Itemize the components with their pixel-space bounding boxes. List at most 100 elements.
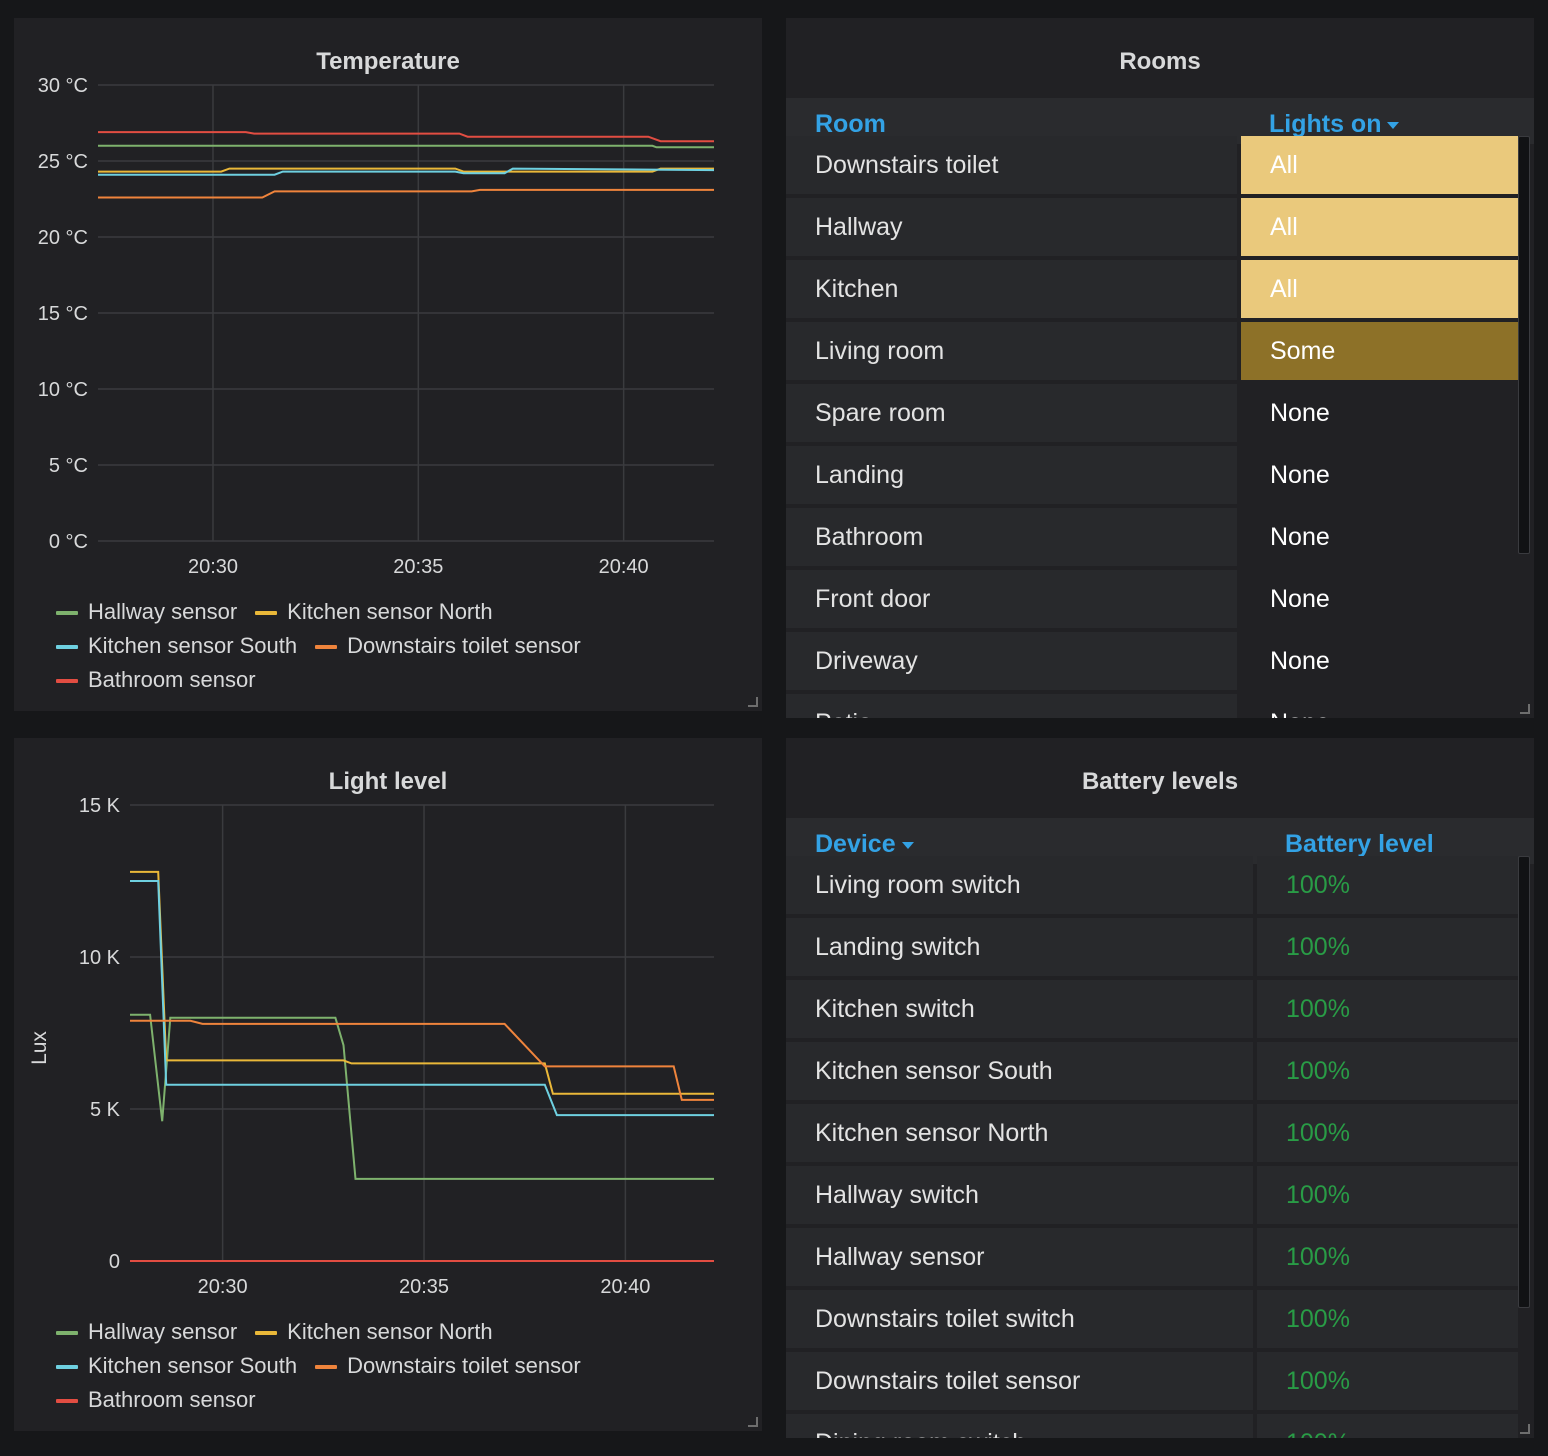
legend-row: Hallway sensor Kitchen sensor North [56,1315,599,1349]
table-row[interactable]: Downstairs toilet All [786,136,1518,194]
lights-on-cell: All [1241,198,1518,256]
column-header-lights-on[interactable]: Lights on [1269,110,1400,139]
legend-label: Kitchen sensor South [88,1353,298,1378]
legend-swatch-icon [315,645,338,650]
y-tick-label: 25 °C [38,151,88,173]
room-name-cell: Kitchen [786,260,1237,318]
legend-item[interactable]: Kitchen sensor South [56,1349,297,1383]
column-header-device[interactable]: Device [815,830,914,859]
series-line-kitchen-sensor-south[interactable] [98,167,715,176]
legend-item[interactable]: Hallway sensor [56,1315,237,1349]
table-row[interactable]: Landing switch 100% [786,918,1518,976]
resize-handle-icon[interactable] [748,697,758,707]
legend-swatch-icon [56,1399,78,1404]
series-line-downstairs-toilet-sensor[interactable] [130,1019,714,1101]
battery-level-cell: 100% [1257,1104,1518,1162]
table-row[interactable]: Hallway switch 100% [786,1166,1518,1224]
series-line-kitchen-sensor-north[interactable] [130,870,714,1095]
table-row[interactable]: Downstairs toilet switch 100% [786,1290,1518,1348]
series-line-kitchen-sensor-south[interactable] [130,880,714,1117]
resize-handle-icon[interactable] [1520,1424,1530,1434]
table-row[interactable]: Kitchen sensor South 100% [786,1042,1518,1100]
temperature-legend: Hallway sensor Kitchen sensor North Kitche… [56,595,599,697]
panel-title[interactable]: Light level [328,768,448,795]
battery-level-cell: 100% [1257,918,1518,976]
legend-label: Downstairs toilet sensor [347,633,581,658]
legend-item[interactable]: Bathroom sensor [56,663,256,697]
device-name-cell: Living room switch [786,856,1253,914]
room-name-cell: Patio [786,694,1237,718]
legend-item[interactable]: Kitchen sensor North [255,595,493,629]
resize-handle-icon[interactable] [748,1417,758,1427]
table-row[interactable]: Bathroom None [786,508,1518,566]
legend-item[interactable]: Kitchen sensor North [255,1315,493,1349]
series-line-downstairs-toilet-sensor[interactable] [98,188,714,199]
series-line-hallway-sensor[interactable] [98,144,714,149]
series-line-hallway-sensor[interactable] [130,1013,714,1180]
device-name-cell: Kitchen sensor South [786,1042,1253,1100]
rooms-panel: Rooms Room Lights on Downstairs toilet Al… [786,18,1534,718]
table-row[interactable]: PatioNone [786,694,1518,718]
table-row[interactable]: Living room switch 100% [786,856,1518,914]
light-level-panel: Light level 0 5 K 10 K 15 K 20:30 20:35 20:40 L… [14,738,762,1431]
table-row[interactable]: Hallway All [786,198,1518,256]
battery-level-cell: 100% [1257,1228,1518,1286]
legend-swatch-icon [255,611,278,616]
y-tick-label: 10 K [79,947,121,969]
y-tick-label: 0 [109,1251,120,1273]
rooms-table-body: Downstairs toilet All Hallway All Kitchen All… [786,136,1534,718]
scrollbar[interactable] [1518,136,1530,554]
y-tick-label: 0 °C [49,531,88,553]
resize-handle-icon[interactable] [1520,704,1530,714]
temperature-panel: Temperature 0 °C 5 °C 10 °C 15 °C 20 °C 25 °C… [14,18,762,711]
panel-title[interactable]: Battery levels [1081,768,1239,795]
battery-level-cell: 100% [1257,1290,1518,1348]
series-line-bathroom-sensor[interactable] [98,131,714,143]
sort-asc-icon [901,841,914,849]
light-level-chart[interactable]: 0 5 K 10 K 15 K 20:30 20:35 20:40 Lux [14,738,762,1318]
x-tick-label: 20:40 [600,1276,650,1298]
table-row[interactable]: Front door None [786,570,1518,628]
temperature-chart[interactable]: 0 °C 5 °C 10 °C 15 °C 20 °C 25 °C 30 °C 20:30 20… [14,18,762,598]
sort-desc-icon [1387,121,1400,129]
table-row[interactable]: Hallway sensor 100% [786,1228,1518,1286]
lights-on-cell: Some [1241,322,1518,380]
table-row[interactable]: Kitchen All [786,260,1518,318]
device-name-cell: Kitchen switch [786,980,1253,1038]
device-name-cell: Landing switch [786,918,1253,976]
legend-item[interactable]: Bathroom sensor [56,1383,256,1417]
legend-row: Kitchen sensor South Downstairs toilet se… [56,629,599,663]
legend-label: Bathroom sensor [88,667,256,692]
panel-title[interactable]: Temperature [316,48,460,75]
lights-on-cell: None [1241,384,1518,442]
legend-swatch-icon [56,645,78,650]
legend-item[interactable]: Hallway sensor [56,595,237,629]
table-row[interactable]: Living room Some [786,322,1518,380]
column-header-room[interactable]: Room [815,110,886,138]
legend-item[interactable]: Downstairs toilet sensor [315,1349,581,1383]
table-row[interactable]: Downstairs toilet sensor 100% [786,1352,1518,1410]
legend-swatch-icon [56,611,78,616]
table-row[interactable]: Spare room None [786,384,1518,442]
room-name-cell: Hallway [786,198,1237,256]
panel-title[interactable]: Rooms [1119,48,1201,75]
table-row[interactable]: Driveway None [786,632,1518,690]
scrollbar[interactable] [1518,856,1530,1308]
y-tick-label: 10 °C [38,379,88,401]
legend-label: Kitchen sensor South [88,633,298,658]
lights-on-cell: None [1241,508,1518,566]
table-row[interactable]: Kitchen sensor North 100% [786,1104,1518,1162]
legend-label: Bathroom sensor [88,1387,256,1412]
room-name-cell: Bathroom [786,508,1237,566]
legend-item[interactable]: Kitchen sensor South [56,629,297,663]
lights-on-cell: None [1241,632,1518,690]
legend-swatch-icon [56,1365,78,1370]
table-row[interactable]: Kitchen switch 100% [786,980,1518,1038]
legend-item[interactable]: Downstairs toilet sensor [315,629,581,663]
lights-on-cell: None [1241,446,1518,504]
x-tick-label: 20:30 [198,1276,248,1298]
battery-level-cell: 100% [1257,1352,1518,1410]
column-header-battery-level[interactable]: Battery level [1285,830,1434,858]
table-row[interactable]: Landing None [786,446,1518,504]
